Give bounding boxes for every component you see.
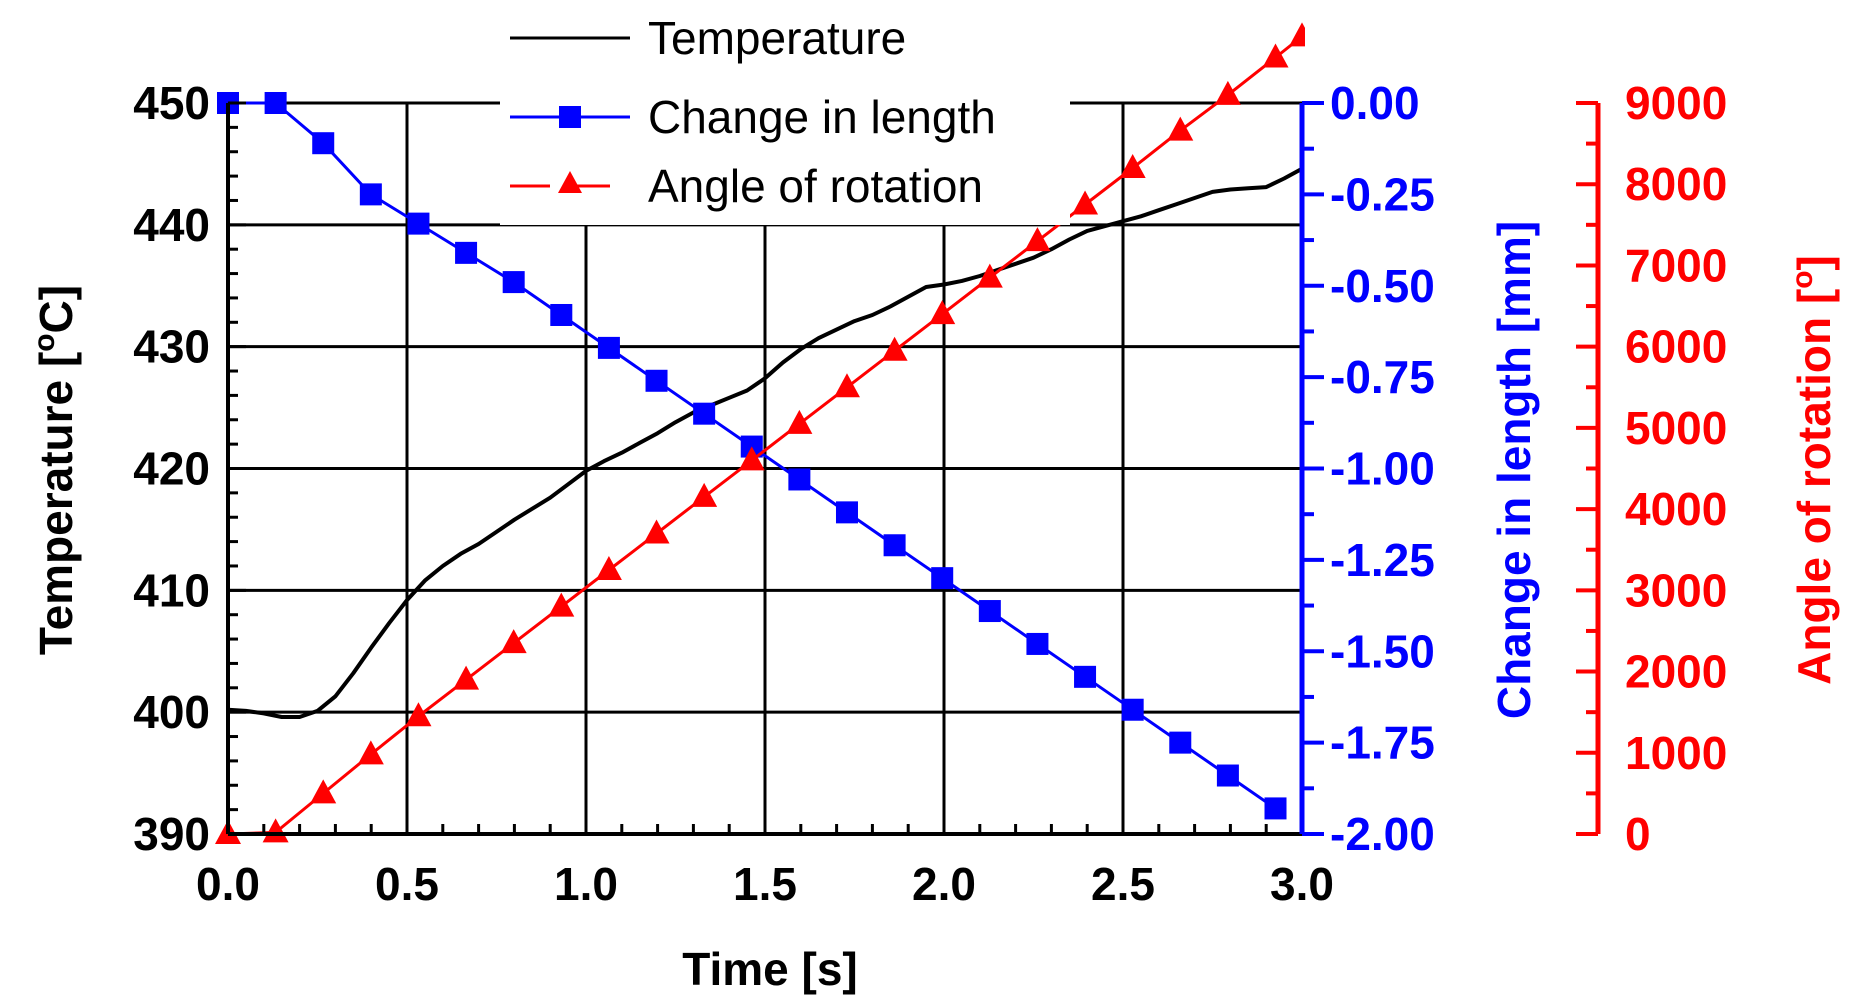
y-tick-label-change-in-length: -1.50 — [1330, 625, 1435, 677]
y-tick-label-angle-of-rotation: 8000 — [1625, 158, 1727, 210]
data-point-triangle — [500, 629, 527, 654]
y-axis-title-change-in-length: Change in length [mm] — [1488, 221, 1540, 719]
y-tick-label-change-in-length: -1.25 — [1330, 534, 1435, 586]
y-axis-title-angle-part2: ] — [1788, 255, 1840, 270]
data-point-square — [978, 600, 1001, 623]
axes: 0.0 0.5 1.0 1.5 2.0 2.5 3.0 390 400 410 420 430 440 4… — [133, 77, 1727, 910]
data-point-triangle — [1072, 190, 1099, 215]
legend-label-temperature: Temperature — [648, 12, 906, 64]
data-point-square — [550, 303, 573, 326]
legend-label-angle-of-rotation: Angle of rotation — [648, 160, 983, 212]
data-point-square — [1216, 764, 1239, 787]
data-point-square — [788, 468, 811, 491]
x-axis-title: Time [s] — [682, 943, 858, 995]
data-point-triangle — [1262, 43, 1289, 68]
data-point-triangle — [453, 665, 480, 690]
data-point-square — [645, 369, 668, 392]
x-tick-label: 2.0 — [912, 858, 976, 910]
y-tick-label-temperature: 400 — [133, 686, 210, 738]
data-point-square — [1121, 698, 1144, 721]
data-point-triangle — [262, 818, 289, 843]
degree-superscript: o — [28, 333, 61, 351]
data-point-square — [1264, 797, 1287, 820]
data-point-triangle — [1024, 227, 1051, 252]
data-point-square — [597, 336, 620, 359]
data-point-square — [1074, 665, 1097, 688]
y-tick-label-change-in-length: 0.00 — [1330, 77, 1420, 129]
y-axis-title-temperature-part1: Temperature [ — [30, 352, 82, 655]
series-temperature — [227, 167, 1303, 719]
y-tick-label-angle-of-rotation: 2000 — [1625, 646, 1727, 698]
data-point-triangle — [357, 740, 384, 765]
y-tick-label-change-in-length: -0.50 — [1330, 260, 1435, 312]
data-point-triangle — [976, 263, 1003, 288]
y-axis-title-temperature: Temperature [oC] — [28, 285, 82, 655]
y-tick-label-angle-of-rotation: 6000 — [1625, 321, 1727, 373]
y-tick-label-temperature: 430 — [133, 321, 210, 373]
data-point-square — [835, 501, 858, 524]
legend: Temperature Change in length Angle of ro… — [500, 0, 1070, 225]
data-point-square — [455, 241, 478, 264]
x-tick-label: 1.5 — [733, 858, 797, 910]
y-tick-label-angle-of-rotation: 3000 — [1625, 564, 1727, 616]
y-tick-label-angle-of-rotation: 7000 — [1625, 239, 1727, 291]
data-point-triangle — [1119, 153, 1146, 178]
y-axis-title-angle-of-rotation: Angle of rotation [o] — [1786, 255, 1840, 685]
y-tick-label-temperature: 410 — [133, 564, 210, 616]
y-tick-label-change-in-length: -1.00 — [1330, 443, 1435, 495]
data-point-triangle — [691, 482, 718, 507]
data-point-square — [502, 271, 525, 294]
y-tick-label-temperature: 440 — [133, 199, 210, 251]
y-tick-label-temperature: 420 — [133, 443, 210, 495]
degree-superscript: o — [1786, 270, 1819, 288]
data-point-triangle — [1167, 116, 1194, 141]
data-point-square — [359, 183, 382, 206]
series-line-temperature — [227, 167, 1303, 719]
data-point-triangle — [310, 779, 337, 804]
data-point-square — [1169, 731, 1192, 754]
y-tick-label-temperature: 450 — [133, 77, 210, 129]
data-point-triangle — [595, 556, 622, 581]
data-point-square — [1026, 632, 1049, 655]
data-point-triangle — [643, 519, 670, 544]
data-point-triangle — [738, 446, 765, 471]
x-tick-label: 0.0 — [196, 858, 260, 910]
data-point-triangle — [786, 409, 813, 434]
data-point-square — [264, 92, 287, 114]
data-point-triangle — [405, 702, 432, 727]
data-point-square — [312, 132, 335, 155]
x-tick-label: 1.0 — [554, 858, 618, 910]
data-point-triangle — [833, 373, 860, 398]
data-point-square — [931, 567, 954, 590]
x-tick-label: 3.0 — [1270, 858, 1334, 910]
data-point-triangle — [1214, 80, 1241, 105]
data-point-triangle — [929, 300, 956, 325]
y-tick-label-angle-of-rotation: 0 — [1625, 808, 1651, 860]
y-axis-title-temperature-part2: C] — [30, 285, 82, 334]
legend-marker-square — [559, 106, 581, 128]
y-tick-label-temperature: 390 — [133, 808, 210, 860]
series-angle-of-rotation — [215, 22, 1315, 844]
y-tick-label-change-in-length: -0.75 — [1330, 351, 1435, 403]
x-tick-label: 0.5 — [375, 858, 439, 910]
y-tick-label-angle-of-rotation: 9000 — [1625, 77, 1727, 129]
y-tick-label-change-in-length: -1.75 — [1330, 717, 1435, 769]
y-tick-label-angle-of-rotation: 5000 — [1625, 402, 1727, 454]
clip-mask — [1305, 0, 1325, 101]
data-point-triangle — [548, 592, 575, 617]
series-layer — [215, 0, 1325, 844]
data-point-square — [883, 534, 906, 557]
legend-marker-triangle — [558, 171, 582, 193]
y-tick-label-angle-of-rotation: 1000 — [1625, 727, 1727, 779]
data-point-triangle — [881, 336, 908, 361]
y-tick-label-change-in-length: -2.00 — [1330, 808, 1435, 860]
data-point-square — [407, 212, 430, 235]
data-point-square — [693, 402, 716, 425]
legend-label-change-in-length: Change in length — [648, 91, 996, 143]
y-tick-label-angle-of-rotation: 4000 — [1625, 483, 1727, 535]
y-axis-title-angle-part1: Angle of rotation [ — [1788, 289, 1840, 685]
x-tick-label: 2.5 — [1091, 858, 1155, 910]
y-tick-label-change-in-length: -0.25 — [1330, 168, 1435, 220]
